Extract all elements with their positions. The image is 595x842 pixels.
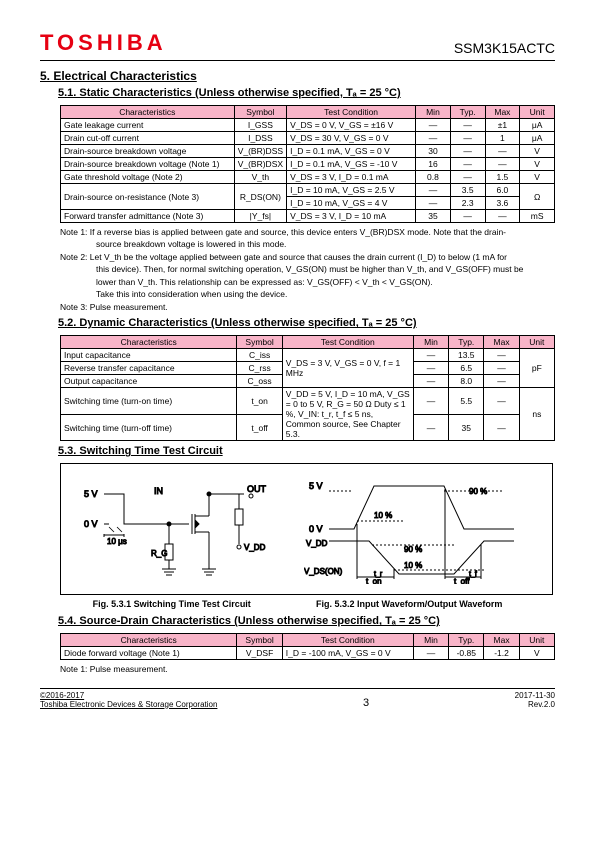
svg-text:10 μs: 10 μs bbox=[107, 537, 127, 546]
col-symbol: Symbol bbox=[234, 106, 287, 119]
svg-text:5 V: 5 V bbox=[84, 489, 98, 499]
svg-text:V_DD: V_DD bbox=[306, 539, 328, 548]
section-51-title: 5.1. Static Characteristics (Unless othe… bbox=[58, 87, 555, 99]
col-min: Min bbox=[416, 106, 451, 119]
col-characteristic: Characteristics bbox=[61, 106, 235, 119]
table-row: Drain-source breakdown voltage (Note 1)V… bbox=[61, 158, 555, 171]
table-row: Gate leakage currentI_GSSV_DS = 0 V, V_G… bbox=[61, 119, 555, 132]
page-footer: ©2016-2017 Toshiba Electronic Devices & … bbox=[40, 688, 555, 709]
svg-text:5 V: 5 V bbox=[309, 481, 323, 491]
col-max: Max bbox=[485, 106, 520, 119]
fig-531-caption: Fig. 5.3.1 Switching Time Test Circuit bbox=[93, 599, 251, 609]
table-row: Drain-source on-resistance (Note 3)R_DS(… bbox=[61, 184, 555, 197]
waveform-svg: 5 V 10 % 90 % 0 V V_DD 90 % 10 % V_DS(ON… bbox=[304, 474, 534, 584]
dynamic-characteristics-table: Characteristics Symbol Test Condition Mi… bbox=[60, 335, 555, 441]
table-row: Input capacitanceC_issV_DS = 3 V, V_GS =… bbox=[61, 349, 555, 362]
col-typ: Typ. bbox=[450, 106, 485, 119]
table-row: Forward transfer admittance (Note 3)|Y_f… bbox=[61, 210, 555, 223]
figure-captions: Fig. 5.3.1 Switching Time Test Circuit F… bbox=[60, 599, 535, 609]
table-row: Diode forward voltage (Note 1)V_DSFI_D =… bbox=[61, 647, 555, 660]
sd-notes: Note 1: Pulse measurement. bbox=[60, 664, 555, 675]
svg-text:t_r: t_r bbox=[374, 571, 383, 578]
svg-text:V_DS(ON): V_DS(ON) bbox=[304, 567, 343, 576]
section-54-title: 5.4. Source-Drain Characteristics (Unles… bbox=[58, 615, 555, 627]
svg-text:t_on: t_on bbox=[366, 577, 382, 584]
svg-text:10 %: 10 % bbox=[404, 561, 422, 570]
footer-rev: Rev.2.0 bbox=[515, 700, 555, 709]
table-row: Drain cut-off currentI_DSSV_DS = 30 V, V… bbox=[61, 132, 555, 145]
svg-text:0 V: 0 V bbox=[309, 524, 323, 534]
table-row: Switching time (turn-on time)t_onV_DD = … bbox=[61, 388, 555, 415]
static-characteristics-table: Characteristics Symbol Test Condition Mi… bbox=[60, 105, 555, 223]
svg-text:IN: IN bbox=[154, 486, 163, 496]
table-row: Gate threshold voltage (Note 2)V_thV_DS … bbox=[61, 171, 555, 184]
page-number: 3 bbox=[363, 697, 369, 709]
table-row: Drain-source breakdown voltageV_(BR)DSSI… bbox=[61, 145, 555, 158]
test-circuit-svg: 5 V 0 V 10 μs IN R_G bbox=[79, 474, 289, 584]
svg-text:V_DD: V_DD bbox=[244, 543, 266, 552]
col-unit: Unit bbox=[520, 106, 555, 119]
footer-date: 2017-11-30 bbox=[515, 691, 555, 700]
static-notes: Note 1: If a reverse bias is applied bet… bbox=[60, 227, 555, 313]
fig-532-caption: Fig. 5.3.2 Input Waveform/Output Wavefor… bbox=[316, 599, 502, 609]
section-5-title: 5. Electrical Characteristics bbox=[40, 69, 555, 83]
svg-text:90 %: 90 % bbox=[404, 545, 422, 554]
circuit-diagram-box: 5 V 0 V 10 μs IN R_G bbox=[60, 463, 553, 595]
page-header: TOSHIBA SSM3K15ACTC bbox=[40, 30, 555, 61]
svg-text:OUT: OUT bbox=[247, 484, 267, 494]
section-53-title: 5.3. Switching Time Test Circuit bbox=[58, 445, 555, 457]
svg-text:R_G: R_G bbox=[151, 549, 167, 558]
svg-text:t_f: t_f bbox=[469, 571, 477, 578]
source-drain-table: Characteristics Symbol Test Condition Mi… bbox=[60, 633, 555, 660]
company: Toshiba Electronic Devices & Storage Cor… bbox=[40, 700, 217, 709]
toshiba-logo: TOSHIBA bbox=[40, 30, 167, 56]
col-condition: Test Condition bbox=[287, 106, 416, 119]
part-number: SSM3K15ACTC bbox=[454, 40, 555, 56]
svg-text:10 %: 10 % bbox=[374, 511, 392, 520]
svg-text:0 V: 0 V bbox=[84, 519, 98, 529]
copyright: ©2016-2017 bbox=[40, 691, 217, 700]
svg-text:t_off: t_off bbox=[454, 577, 470, 584]
section-52-title: 5.2. Dynamic Characteristics (Unless oth… bbox=[58, 317, 555, 329]
